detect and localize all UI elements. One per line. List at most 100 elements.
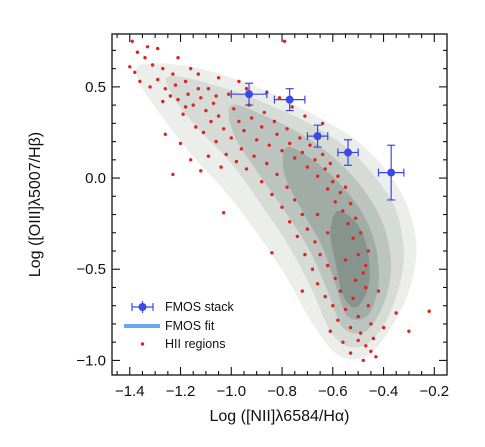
- legend-item-fmos-stack: FMOS stack: [131, 300, 235, 314]
- x-tick-label: −1.0: [216, 383, 246, 400]
- hii-region-point: [189, 66, 193, 71]
- hii-region-point: [288, 141, 292, 146]
- x-tick-label: −0.6: [318, 383, 348, 400]
- hii-region-point: [326, 187, 330, 191]
- legend-label-hii-regions: HII regions: [165, 337, 225, 351]
- hii-region-point: [331, 180, 335, 184]
- hii-region-point: [270, 251, 274, 255]
- density-contours: [135, 63, 417, 360]
- hii-region-point: [366, 249, 370, 253]
- hii-region-point: [359, 231, 363, 235]
- hii-region-point: [199, 96, 203, 100]
- hii-region-point: [303, 114, 307, 118]
- hii-region-point: [163, 132, 167, 136]
- hii-region-point: [196, 72, 200, 76]
- legend-item-fmos-fit: FMOS fit: [124, 319, 215, 333]
- hii-region-point: [369, 349, 373, 353]
- hii-region-point: [427, 309, 431, 313]
- hii-region-point: [333, 200, 337, 204]
- fmos-stack-marker: [387, 168, 396, 177]
- hii-region-point: [300, 150, 304, 155]
- hii-region-point: [232, 107, 236, 111]
- hii-region-point: [194, 125, 198, 129]
- hii-region-point: [275, 132, 279, 136]
- hii-region-point: [204, 108, 208, 113]
- fmos-stack-point: [377, 144, 405, 201]
- hii-region-point: [178, 141, 183, 146]
- hii-region-point: [328, 329, 332, 333]
- hii-region-point: [351, 236, 355, 240]
- hii-region-point: [171, 72, 175, 76]
- hii-region-point: [252, 154, 256, 158]
- legend-label-fmos-stack: FMOS stack: [165, 300, 235, 314]
- hii-region-point: [366, 304, 370, 308]
- hii-region-point: [239, 147, 244, 151]
- hii-region-point: [320, 152, 325, 157]
- hii-region-point: [315, 212, 320, 217]
- hii-region-point: [133, 70, 137, 75]
- x-tick-label: −0.2: [419, 383, 449, 400]
- hii-region-point: [244, 167, 249, 171]
- hii-region-point: [310, 267, 315, 271]
- legend-hii-regions-marker: [140, 342, 145, 346]
- hii-region-point: [331, 304, 335, 308]
- fmos-stack-errorbars: [230, 82, 405, 201]
- fmos-stack-marker: [245, 90, 254, 99]
- hii-region-point: [353, 278, 358, 282]
- hii-region-point: [369, 322, 373, 326]
- hii-region-point: [255, 138, 259, 142]
- hii-region-point: [343, 307, 348, 312]
- hii-region-point: [183, 79, 188, 84]
- hii-region-point: [300, 212, 304, 217]
- hii-region-point: [135, 50, 140, 54]
- y-tick-label: 0.0: [85, 170, 106, 187]
- hii-region-point: [237, 119, 241, 124]
- hii-region-point: [234, 159, 239, 164]
- hii-region-point: [381, 325, 386, 330]
- hii-region-point: [303, 252, 307, 257]
- hii-region-point: [156, 46, 160, 51]
- hii-region-point: [161, 99, 165, 104]
- hii-region-point: [348, 351, 353, 355]
- hii-region-point: [298, 136, 302, 140]
- hii-region-point: [341, 209, 345, 213]
- hii-region-point: [148, 85, 152, 89]
- hii-regions-scatter: [128, 39, 431, 363]
- hii-region-point: [189, 158, 193, 162]
- hii-region-point: [206, 154, 211, 158]
- legend-label-fmos-fit: FMOS fit: [165, 319, 215, 333]
- hii-region-point: [293, 156, 297, 160]
- hii-region-point: [343, 258, 348, 262]
- hii-region-point: [209, 119, 213, 124]
- hii-region-point: [315, 174, 320, 178]
- hii-region-point: [351, 296, 355, 301]
- hii-region-point: [272, 119, 277, 124]
- hii-region-point: [265, 161, 269, 166]
- hii-region-point: [320, 121, 325, 126]
- legend-fmos-stack-marker: [138, 303, 147, 311]
- hii-region-point: [356, 314, 360, 319]
- hii-region-point: [280, 205, 284, 209]
- hii-region-point: [364, 285, 368, 290]
- hii-region-point: [341, 340, 345, 344]
- hii-region-point: [338, 190, 343, 195]
- x-tick-label: −0.4: [369, 383, 399, 400]
- fmos-stack-marker: [344, 148, 353, 157]
- hii-region-point: [374, 355, 378, 359]
- hii-region-point: [343, 185, 348, 189]
- hii-region-point: [305, 227, 310, 231]
- hii-region-point: [285, 127, 289, 131]
- hii-region-point: [326, 263, 330, 268]
- hii-region-point: [156, 77, 160, 82]
- hii-region-point: [183, 105, 188, 109]
- hii-region-point: [150, 63, 155, 67]
- density-contour-level-5: [330, 210, 370, 308]
- hii-region-point: [338, 289, 343, 293]
- hii-region-point: [206, 87, 211, 91]
- hii-region-point: [315, 282, 320, 286]
- hii-region-point: [270, 192, 274, 197]
- hii-region-point: [191, 103, 195, 107]
- hii-region-point: [277, 96, 282, 100]
- hii-region-point: [237, 79, 241, 84]
- hii-region-point: [364, 263, 368, 268]
